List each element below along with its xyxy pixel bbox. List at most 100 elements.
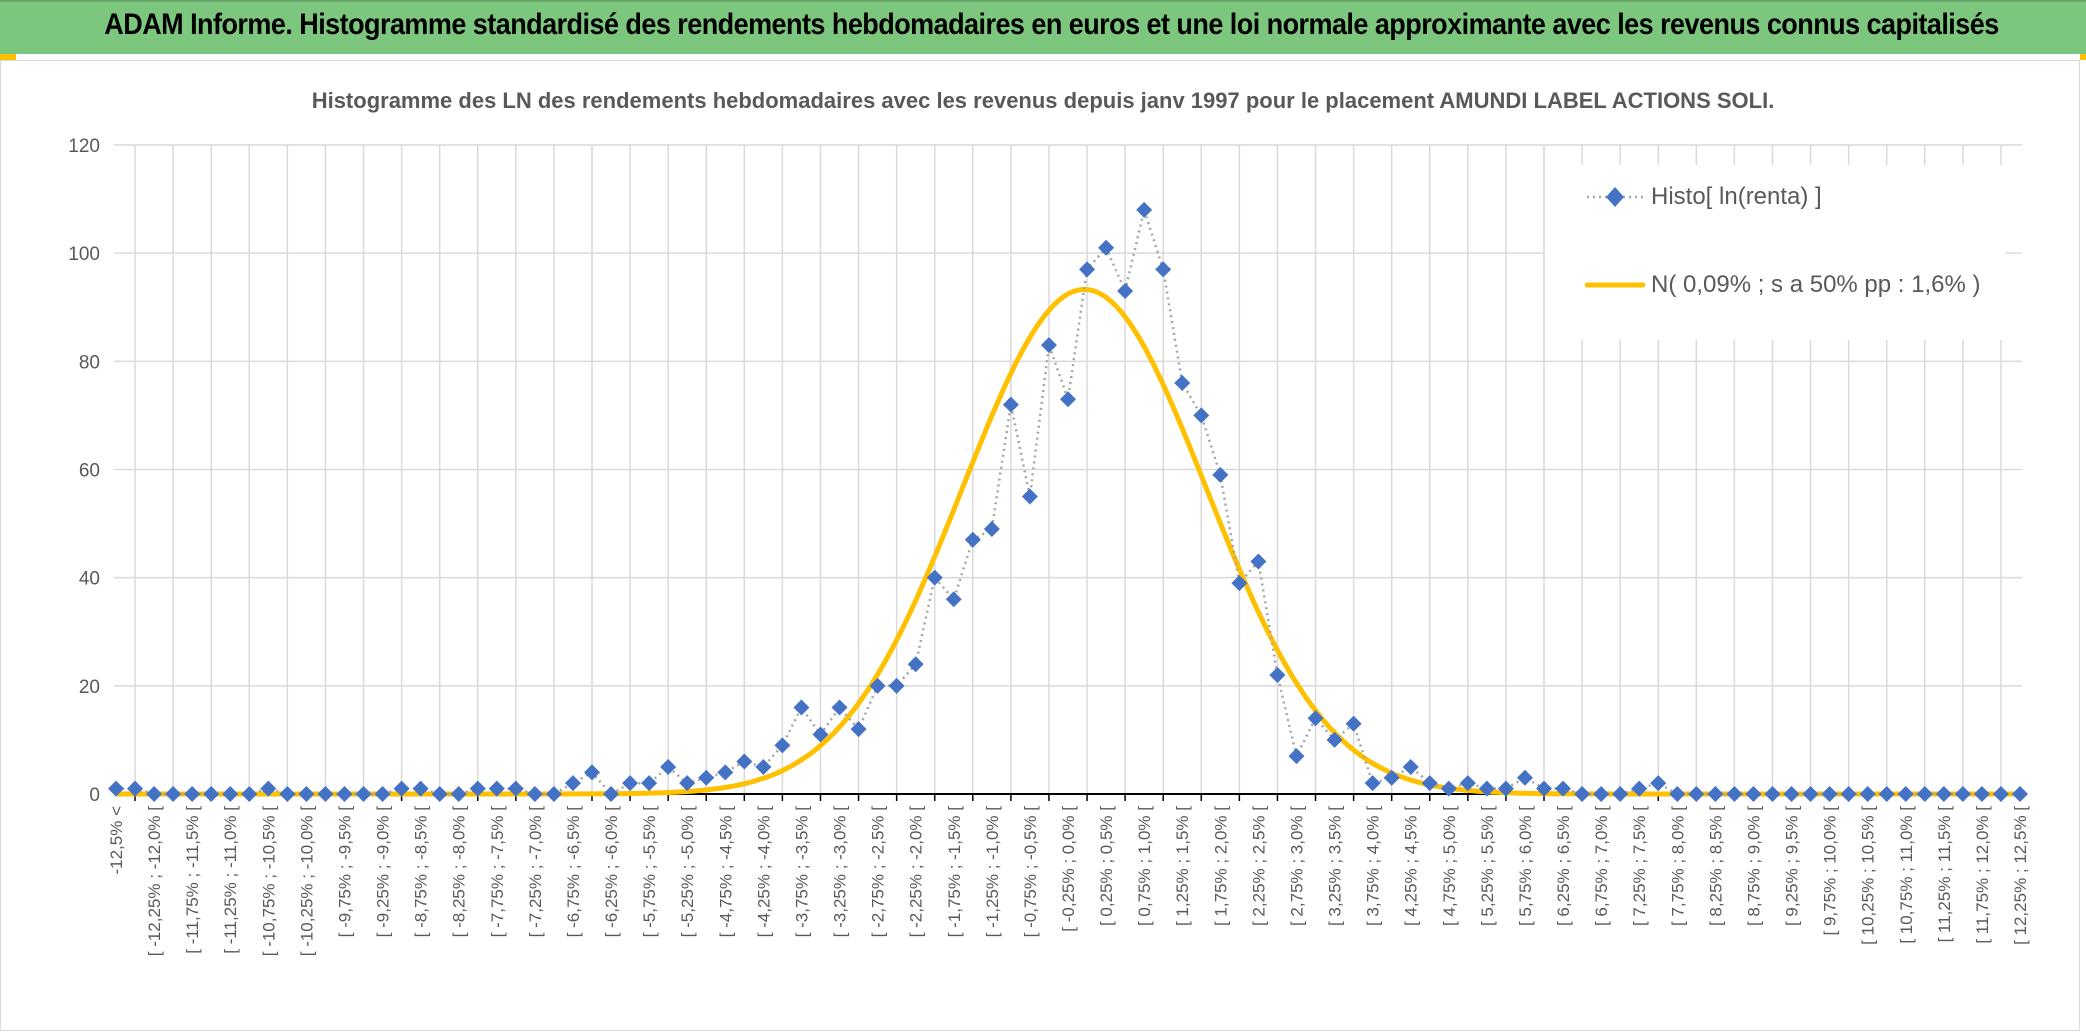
histogram-point [1060,391,1076,408]
histogram-point [812,726,829,743]
x-tick-label: [ 11,75% ; 12,0% [ [1973,806,1992,944]
histogram-point [1193,407,1210,424]
x-tick-label: [ -2,75% ; -2,5% [ [869,806,888,938]
x-tick-label: [ 5,75% ; 6,0% [ [1516,806,1535,926]
histogram-point [1897,786,1914,802]
x-tick-label: [ 9,25% ; 9,5% [ [1783,806,1802,926]
histogram-point [317,786,334,802]
histogram-point [1421,775,1438,792]
histogram-point [698,769,715,786]
histogram-point [1688,786,1705,802]
histogram-point [926,569,943,586]
x-tick-label: [ 3,75% ; 4,0% [ [1364,806,1383,926]
histogram-point [1040,337,1057,354]
x-tick-label: [ -4,25% ; -4,0% [ [754,806,773,938]
histogram-point [1079,261,1096,278]
accent-mark-right [2080,54,2086,60]
histogram-point [374,786,391,802]
histogram-point [165,786,182,802]
legend-item-histo: Histo[ ln(renta) ] [1585,183,1822,211]
histogram-point [1307,710,1324,727]
histogram-point [831,699,848,716]
histogram-point [545,786,562,802]
x-tick-label: [ 6,25% ; 6,5% [ [1554,806,1573,926]
histogram-point [1440,780,1457,797]
histogram-point [1650,775,1667,792]
histogram-point [1669,786,1686,802]
histogram-point [717,764,734,781]
histogram-point [146,786,163,802]
x-tick-label: [ 2,25% ; 2,5% [ [1249,806,1268,926]
x-tick-label: [ -0,25% ; 0,0% [ [1059,806,1078,932]
histogram-point [450,786,467,802]
x-tick-label: [ 2,75% ; 3,0% [ [1287,806,1306,926]
x-tick-label: [ -5,25% ; -5,0% [ [678,806,697,938]
x-tick-label: [ -10,25% ; -10,0% [ [297,806,316,957]
histogram-point [1212,466,1229,483]
x-tick-label: [ -0,75% ; -0,5% [ [1021,806,1040,938]
histogram-point [1459,775,1476,792]
histogram-point [1402,758,1419,775]
x-tick-label: [ -1,75% ; -1,5% [ [945,806,964,938]
legend: Histo[ ln(renta) ] N( 0,09% ; s a 50% pp… [1545,165,2005,340]
x-tick-label: [ 10,25% ; 10,5% [ [1859,806,1878,945]
histogram-point [1859,786,1876,802]
histogram-point [203,786,220,802]
histogram-point [983,520,1000,537]
histogram-point [1954,786,1971,802]
histogram-point [793,699,810,716]
x-tick-label: [ 5,25% ; 5,5% [ [1478,806,1497,926]
x-tick-label: [ -12,25% ; -12,0% [ [145,806,164,957]
x-tick-label: [ 7,75% ; 8,0% [ [1668,806,1687,926]
x-tick-label: [ 12,25% ; 12,5% [ [2011,806,2030,945]
histogram-point [431,786,448,802]
histogram-point [1345,715,1362,732]
x-tick-label: [ 11,25% ; 11,5% [ [1935,806,1954,943]
histogram-point [1593,786,1610,802]
histogram-point [1916,786,1933,802]
histogram-point [1745,786,1762,802]
x-tick-label: [ 0,25% ; 0,5% [ [1097,806,1116,926]
histogram-point [1555,780,1572,797]
x-tick-label: [ -7,75% ; -7,5% [ [488,806,507,938]
histogram-point [1516,769,1533,786]
histogram-point [1764,786,1781,802]
histogram-point [1231,575,1248,592]
histogram-point [907,656,924,673]
x-tick-label: [ 3,25% ; 3,5% [ [1326,806,1345,926]
histogram-point [260,780,277,797]
histogram-point [869,677,886,694]
histogram-point [1574,786,1591,802]
histogram-point [108,780,124,797]
histogram-point [1326,731,1343,748]
histogram-point [1878,786,1895,802]
x-tick-label: [ -11,25% ; -11,0% [ [221,806,240,954]
x-tick-label: [ 7,25% ; 7,5% [ [1630,806,1649,926]
x-tick-label: [ 4,25% ; 4,5% [ [1402,806,1421,926]
histogram-point [1478,780,1495,797]
histogram-point [1973,786,1990,802]
x-tick-label: [ -6,25% ; -6,0% [ [602,806,621,938]
histogram-point [298,786,315,802]
histogram-point [1821,786,1838,802]
histogram-point [1992,786,2009,802]
histogram-point [1269,667,1286,684]
histogram-point [393,780,410,797]
legend-label-normal: N( 0,09% ; s a 50% pp : 1,6% ) [1651,271,1981,298]
histogram-point [603,786,620,802]
y-tick-label: 40 [79,569,100,590]
histogram-point [1174,374,1191,391]
diamond-marker-icon [1587,187,1643,207]
histogram-point [526,786,543,802]
y-tick-label: 20 [79,677,100,698]
histogram-point [1250,553,1267,570]
x-tick-label: -12,5% < [107,806,126,875]
histogram-point [1935,786,1952,802]
histogram-point [1497,780,1514,797]
histogram-point [1802,786,1819,802]
histogram-point [641,775,658,792]
histogram-point [127,780,144,797]
x-tick-label: [ -8,25% ; -8,0% [ [450,806,469,938]
histogram-point [222,786,239,802]
line-swatch-icon [1585,282,1645,288]
